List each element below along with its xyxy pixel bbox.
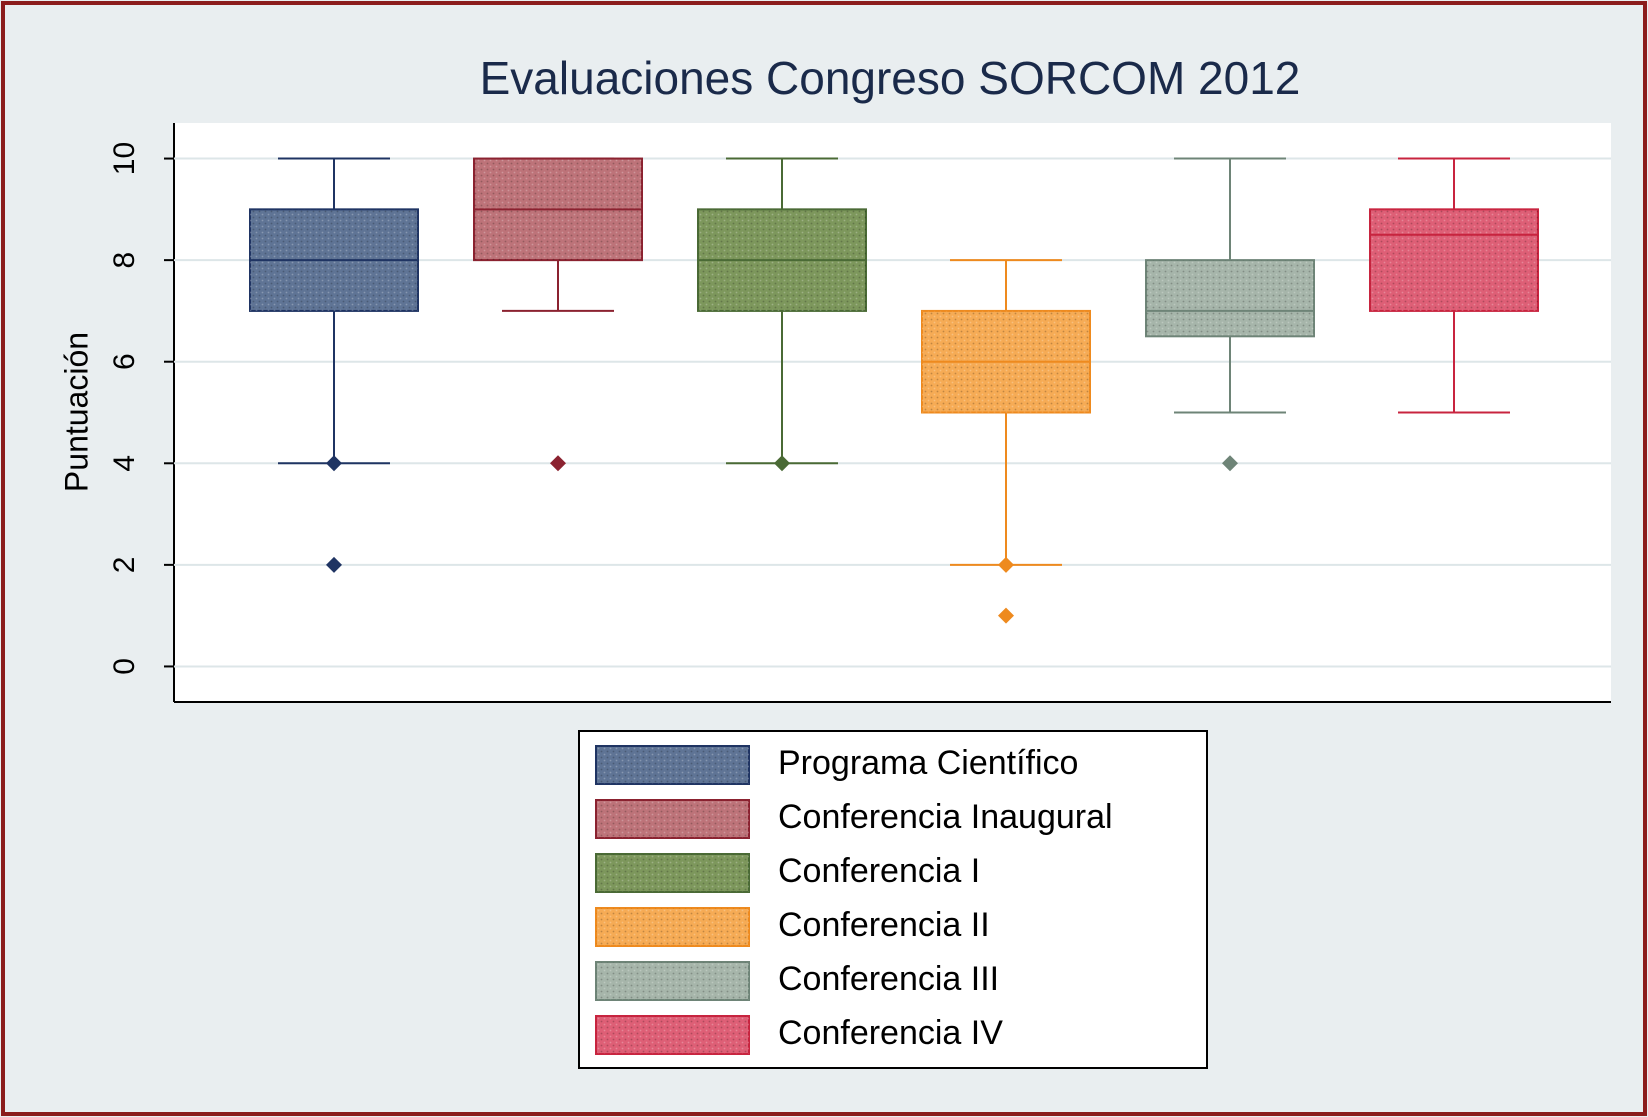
outlier xyxy=(326,556,342,573)
y-tick-label: 0 xyxy=(108,658,141,675)
legend-label: Conferencia IV xyxy=(778,1014,1003,1052)
outlier xyxy=(550,455,566,472)
outlier xyxy=(1222,455,1238,472)
legend-swatch-texture xyxy=(596,746,749,784)
outlier xyxy=(774,455,790,472)
y-axis-label: Puntuación xyxy=(58,332,94,492)
legend-swatch-texture xyxy=(596,1016,749,1054)
legend xyxy=(578,730,1208,1069)
box-texture xyxy=(1146,260,1314,337)
y-tick-label: 6 xyxy=(108,353,141,370)
legend-swatch-texture xyxy=(596,854,749,892)
legend-swatch-texture xyxy=(596,962,749,1000)
legend-label: Conferencia III xyxy=(778,960,999,998)
outlier xyxy=(326,455,342,472)
legend-label: Conferencia II xyxy=(778,906,990,944)
chart-title: Evaluaciones Congreso SORCOM 2012 xyxy=(480,52,1301,104)
y-tick-label: 2 xyxy=(108,557,141,574)
legend-label: Conferencia Inaugural xyxy=(778,798,1113,836)
y-tick-label: 8 xyxy=(108,252,141,269)
outlier xyxy=(998,556,1014,573)
legend-label: Programa Científico xyxy=(778,744,1078,782)
outlier xyxy=(998,607,1014,624)
y-tick-label: 10 xyxy=(108,142,141,175)
legend-swatch-texture xyxy=(596,908,749,946)
y-tick-label: 4 xyxy=(108,455,141,472)
legend-swatch-texture xyxy=(596,800,749,838)
legend-label: Conferencia I xyxy=(778,852,980,890)
box-texture xyxy=(1370,209,1538,311)
